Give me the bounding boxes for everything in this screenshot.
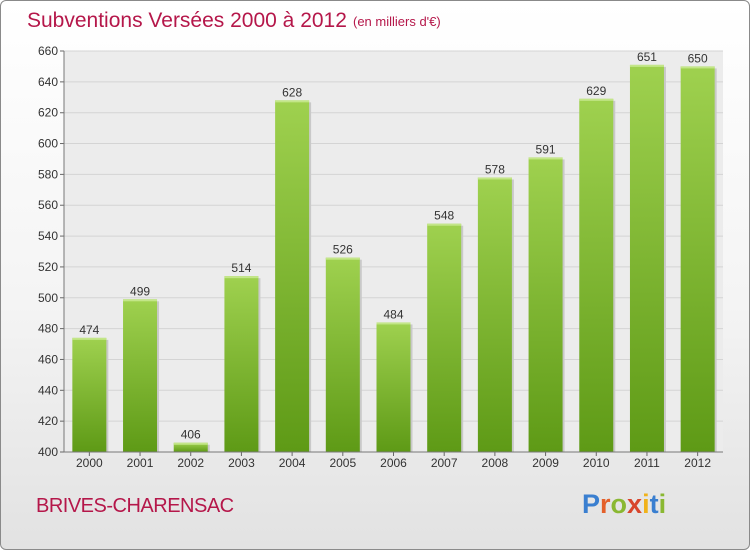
data-label: 650 — [688, 51, 708, 65]
bar-highlight — [224, 276, 259, 279]
data-label: 484 — [383, 307, 403, 321]
y-tick-label: 580 — [38, 167, 58, 181]
y-tick-label: 560 — [38, 198, 58, 212]
data-label: 548 — [434, 209, 454, 223]
data-label: 578 — [485, 162, 505, 176]
chart-subtitle: (en milliers d'€) — [353, 14, 441, 29]
logo-letter: r — [600, 489, 611, 519]
bar — [173, 442, 208, 452]
axes — [60, 50, 723, 456]
commune-name: BRIVES-CHARENSAC — [36, 495, 234, 517]
y-tick-label: 400 — [38, 445, 58, 459]
data-label: 651 — [637, 50, 657, 64]
y-tick-label: 480 — [38, 322, 58, 336]
x-tick-label: 2008 — [482, 456, 509, 470]
bar — [629, 64, 664, 452]
x-tick-label: 2005 — [329, 456, 356, 470]
data-label: 526 — [333, 243, 353, 257]
x-tick-label: 2007 — [431, 456, 458, 470]
bar-highlight — [629, 64, 664, 67]
bar-highlight — [528, 157, 563, 160]
y-tick-label: 620 — [38, 106, 58, 120]
bar — [579, 98, 614, 453]
x-tick-label: 2001 — [127, 456, 154, 470]
logo-letter: i — [658, 489, 667, 519]
bar — [224, 276, 259, 452]
bar — [680, 66, 715, 452]
x-tick-label: 2004 — [279, 456, 306, 470]
bar-highlight — [173, 442, 208, 445]
logo-letter: P — [582, 489, 601, 519]
bar-highlight — [579, 98, 614, 101]
bar-highlight — [376, 322, 411, 325]
logo-letter: i — [642, 489, 650, 519]
bar — [72, 337, 107, 452]
y-tick-label: 660 — [38, 44, 58, 58]
logo-letter: t — [649, 489, 659, 519]
bar — [275, 100, 310, 452]
chart-title: Subventions Versées 2000 à 2012 — [27, 9, 347, 32]
bar — [427, 223, 462, 452]
data-label: 629 — [586, 84, 606, 98]
y-tick-label: 520 — [38, 260, 58, 274]
y-tick-label: 440 — [38, 383, 58, 397]
data-label: 474 — [79, 323, 99, 337]
x-tick-label: 2003 — [228, 456, 255, 470]
bar — [528, 157, 563, 452]
logo-letter: x — [627, 489, 643, 519]
x-tick-label: 2000 — [76, 456, 103, 470]
bar — [325, 257, 360, 452]
y-tick-label: 500 — [38, 291, 58, 305]
data-label: 406 — [181, 428, 201, 442]
bar-highlight — [72, 337, 107, 340]
y-tick-label: 420 — [38, 414, 58, 428]
y-tick-label: 600 — [38, 137, 58, 151]
x-tick-label: 2010 — [583, 456, 610, 470]
y-tick-label: 460 — [38, 352, 58, 366]
bar-highlight — [427, 223, 462, 226]
data-label: 628 — [282, 85, 302, 99]
data-label: 499 — [130, 284, 150, 298]
bars — [72, 64, 717, 453]
labels: 400 420 440 460 480 500 520 540 560 580 600 620 640 6… — [38, 44, 711, 470]
bar — [123, 299, 158, 452]
bar — [477, 177, 512, 452]
y-tick-label: 640 — [38, 75, 58, 89]
proxiti-logo: Proxiti — [582, 489, 666, 520]
x-tick-label: 2002 — [177, 456, 204, 470]
logo-letter: o — [610, 489, 628, 519]
bar-highlight — [477, 177, 512, 180]
y-tick-label: 540 — [38, 229, 58, 243]
bar-highlight — [680, 66, 715, 69]
x-tick-label: 2006 — [380, 456, 407, 470]
data-label: 514 — [231, 261, 251, 275]
x-tick-label: 2009 — [532, 456, 559, 470]
bar — [376, 322, 411, 452]
bar-highlight — [275, 100, 310, 103]
bar-highlight — [325, 257, 360, 260]
x-tick-label: 2011 — [634, 456, 660, 470]
x-tick-label: 2012 — [684, 456, 711, 470]
data-label: 591 — [536, 142, 556, 156]
bar-highlight — [123, 299, 158, 302]
